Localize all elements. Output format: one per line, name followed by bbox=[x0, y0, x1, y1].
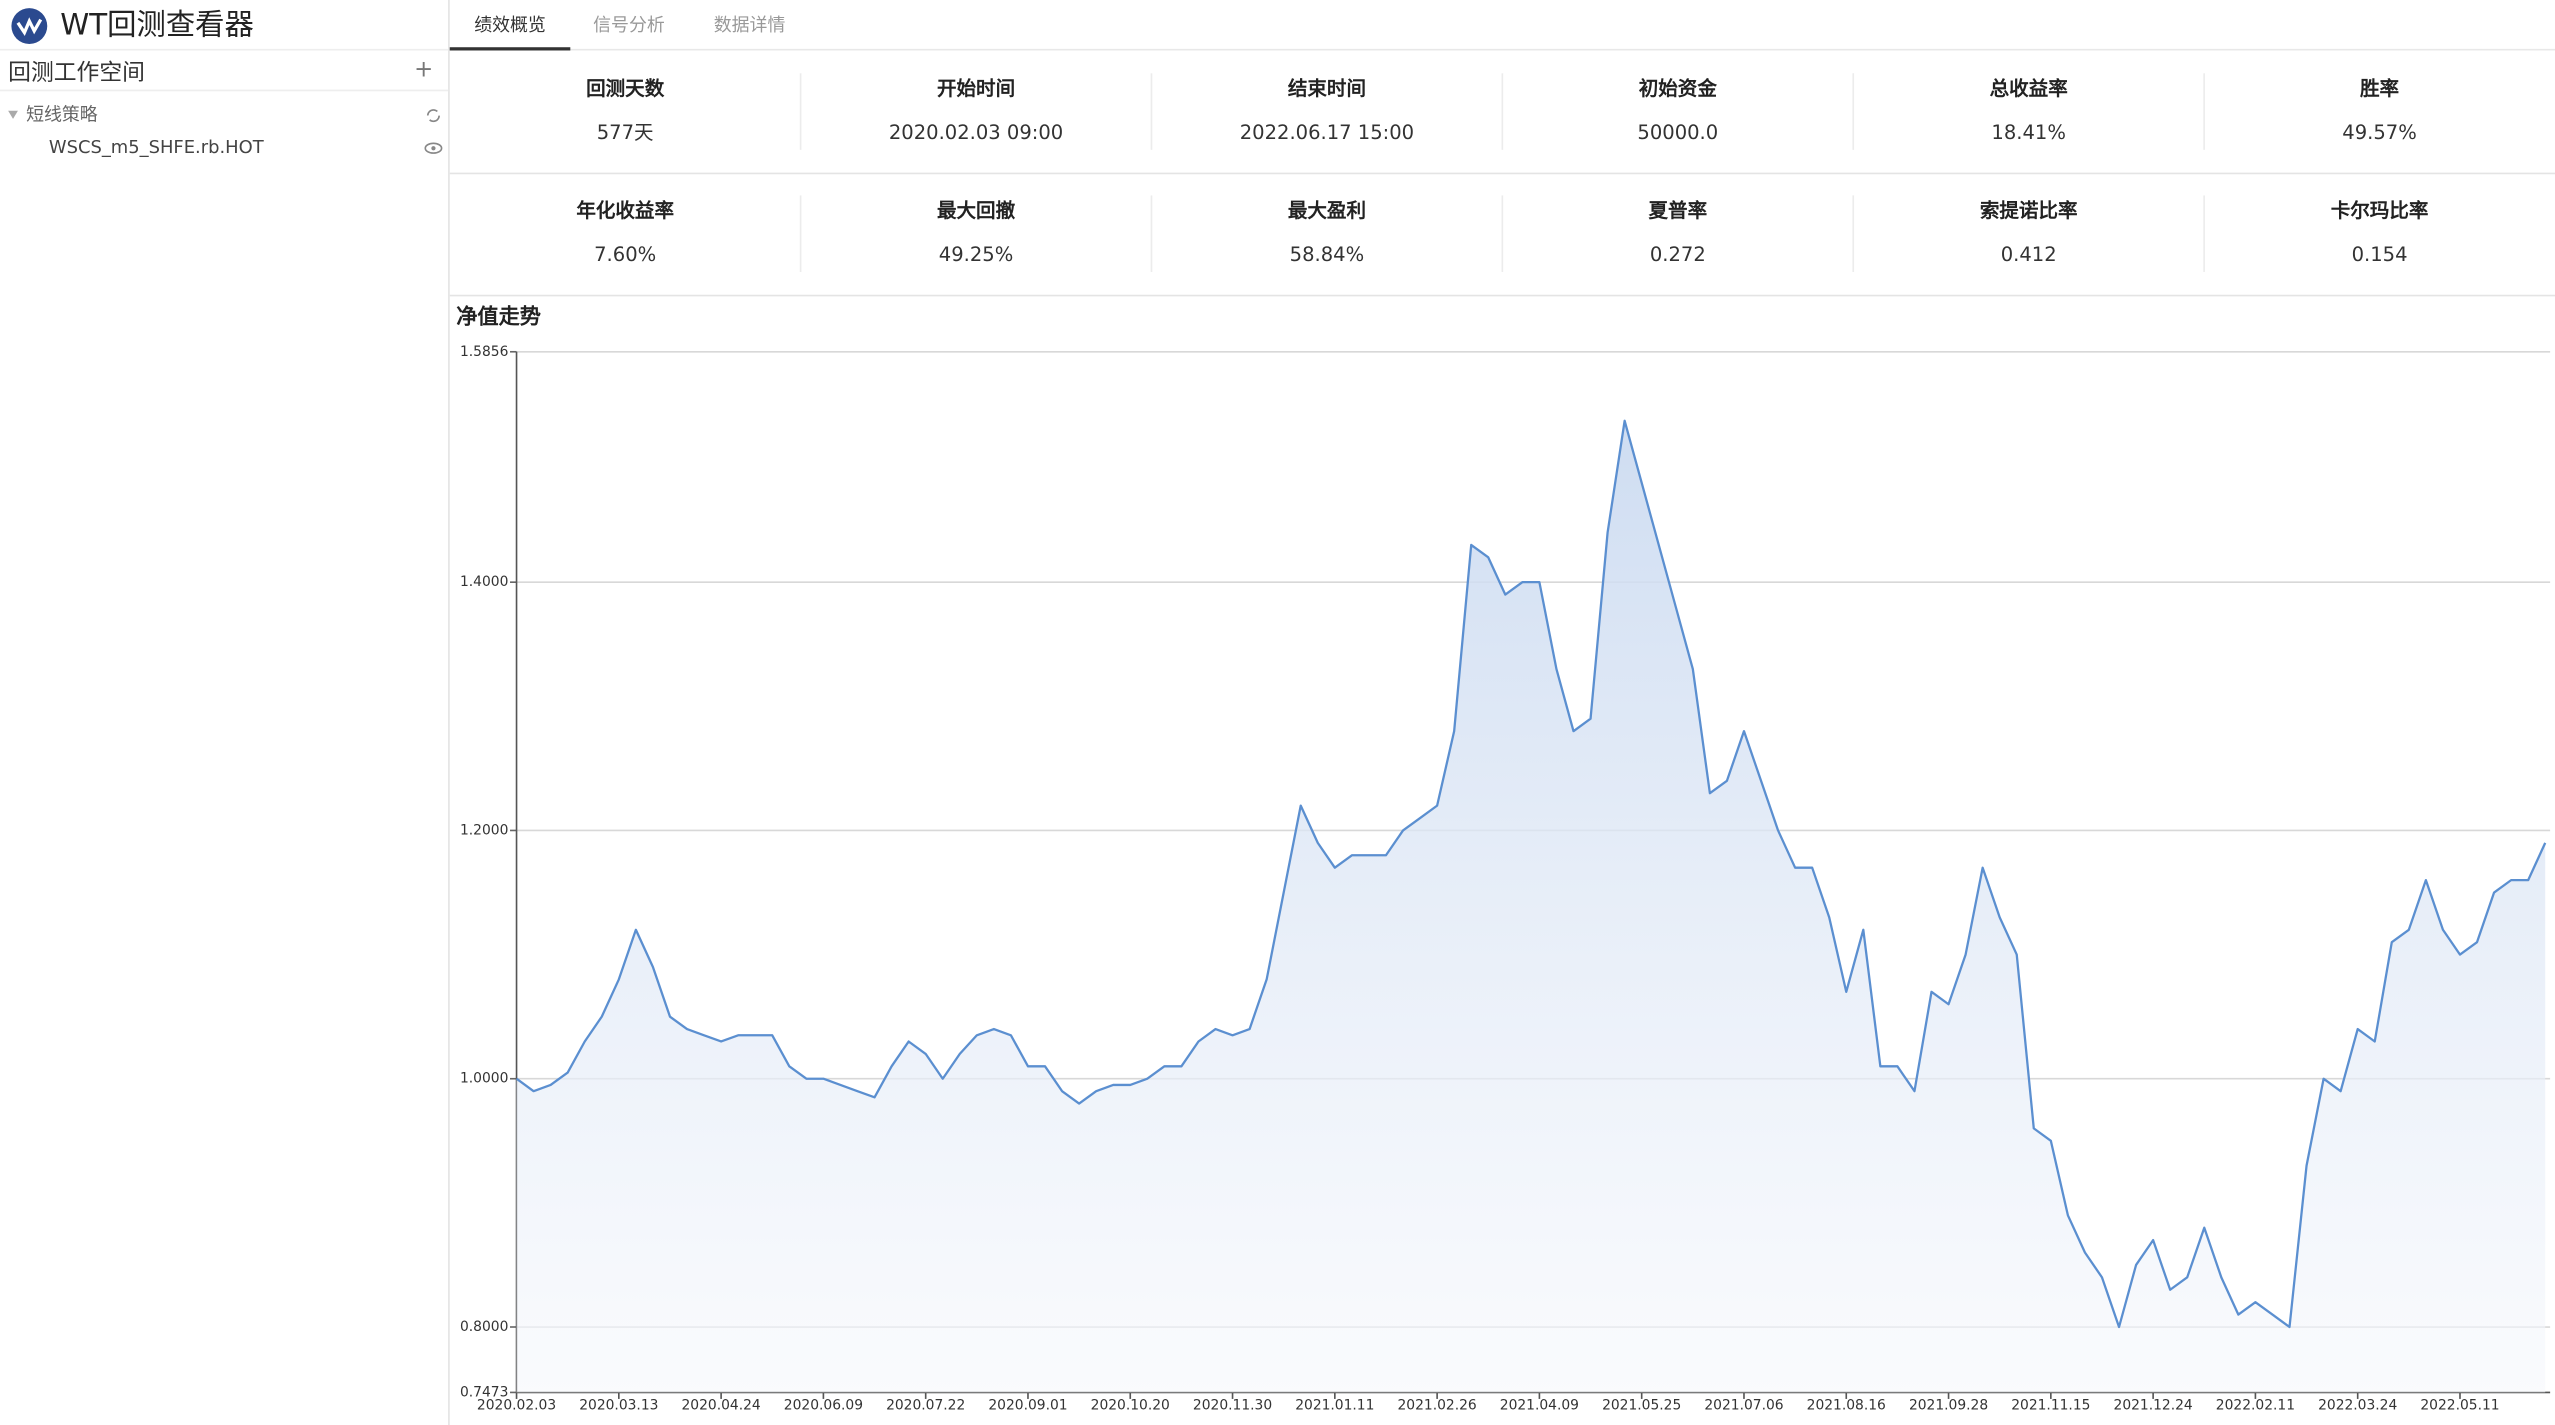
stat-value: 49.25% bbox=[939, 243, 1014, 266]
x-tick-label: 2021.04.09 bbox=[1500, 1397, 1579, 1413]
x-tick-label: 2022.05.11 bbox=[2420, 1397, 2499, 1413]
x-tick-label: 2021.12.24 bbox=[2114, 1397, 2193, 1413]
stat-label: 回测天数 bbox=[586, 77, 665, 100]
y-tick-label: 1.2000 bbox=[460, 822, 508, 838]
x-tick-label: 2020.04.24 bbox=[682, 1397, 761, 1413]
y-tick-label: 0.7473 bbox=[460, 1384, 508, 1400]
eye-pupil bbox=[431, 146, 436, 151]
stat-value: 50000.0 bbox=[1637, 121, 1718, 144]
app-title: WT回测查看器 bbox=[60, 8, 254, 42]
stat-label: 开始时间 bbox=[937, 77, 1015, 100]
strategy-item[interactable]: WSCS_m5_SHFE.rb.HOT bbox=[49, 137, 264, 158]
stat-label: 最大盈利 bbox=[1288, 199, 1366, 222]
x-tick-label: 2021.09.28 bbox=[1909, 1397, 1988, 1413]
x-tick-label: 2021.08.16 bbox=[1807, 1397, 1886, 1413]
logo-glyph bbox=[16, 17, 43, 36]
x-tick-label: 2020.02.03 bbox=[477, 1397, 556, 1413]
stat-value: 49.57% bbox=[2342, 121, 2417, 144]
stat-value: 18.41% bbox=[1991, 121, 2066, 144]
refresh-icon[interactable] bbox=[426, 109, 440, 123]
logo bbox=[11, 8, 48, 44]
stat-value: 7.60% bbox=[594, 243, 656, 266]
stat-value: 577天 bbox=[597, 121, 654, 144]
expand-arrow[interactable] bbox=[8, 110, 18, 119]
stat-label: 卡尔玛比率 bbox=[2331, 199, 2429, 222]
stat-value: 58.84% bbox=[1290, 243, 1365, 266]
x-tick-label: 2020.10.20 bbox=[1091, 1397, 1170, 1413]
add-button[interactable]: + bbox=[414, 57, 433, 83]
x-tick-label: 2020.06.09 bbox=[784, 1397, 863, 1413]
y-tick-label: 1.0000 bbox=[460, 1071, 508, 1087]
x-tick-label: 2022.02.11 bbox=[2216, 1397, 2295, 1413]
net-value-area bbox=[516, 420, 2546, 1393]
y-tick-label: 1.4000 bbox=[460, 574, 508, 590]
x-tick-label: 2022.03.24 bbox=[2318, 1397, 2397, 1413]
x-tick-label: 2020.09.01 bbox=[988, 1397, 1067, 1413]
eye-icon[interactable] bbox=[424, 142, 443, 154]
stat-label: 胜率 bbox=[2360, 77, 2399, 100]
tab[interactable]: 数据详情 bbox=[714, 15, 786, 36]
stat-label: 夏普率 bbox=[1649, 199, 1708, 222]
tab[interactable]: 信号分析 bbox=[593, 15, 665, 36]
stat-value: 0.154 bbox=[2352, 243, 2408, 266]
stat-label: 索提诺比率 bbox=[1980, 199, 2078, 222]
x-tick-label: 2020.11.30 bbox=[1193, 1397, 1272, 1413]
x-tick-label: 2021.02.26 bbox=[1398, 1397, 1477, 1413]
x-tick-label: 2020.07.22 bbox=[886, 1397, 965, 1413]
stat-label: 年化收益率 bbox=[576, 199, 674, 222]
stat-value: 0.412 bbox=[2001, 243, 2057, 266]
group-label[interactable]: 短线策略 bbox=[26, 105, 98, 126]
y-tick-label: 0.8000 bbox=[460, 1319, 508, 1335]
stat-label: 最大回撤 bbox=[937, 199, 1016, 222]
stat-value: 2020.02.03 09:00 bbox=[889, 121, 1063, 144]
chart-title: 净值走势 bbox=[456, 304, 541, 329]
x-tick-label: 2021.07.06 bbox=[1704, 1397, 1783, 1413]
stat-label: 总收益率 bbox=[1990, 77, 2068, 100]
net-value-line bbox=[515, 419, 2547, 1329]
stat-value: 0.272 bbox=[1650, 243, 1706, 266]
y-tick-label: 1.5856 bbox=[460, 344, 508, 360]
active-tab-underline bbox=[449, 47, 571, 51]
stat-value: 2022.06.17 15:00 bbox=[1240, 121, 1414, 144]
x-tick-label: 2020.03.13 bbox=[579, 1397, 658, 1413]
tab[interactable]: 绩效概览 bbox=[474, 15, 546, 36]
stat-label: 初始资金 bbox=[1639, 77, 1718, 100]
x-tick-label: 2021.05.25 bbox=[1602, 1397, 1681, 1413]
stat-label: 结束时间 bbox=[1288, 77, 1366, 100]
workspace-label: 回测工作空间 bbox=[8, 60, 145, 86]
x-tick-label: 2021.11.15 bbox=[2011, 1397, 2090, 1413]
x-tick-label: 2021.01.11 bbox=[1295, 1397, 1374, 1413]
